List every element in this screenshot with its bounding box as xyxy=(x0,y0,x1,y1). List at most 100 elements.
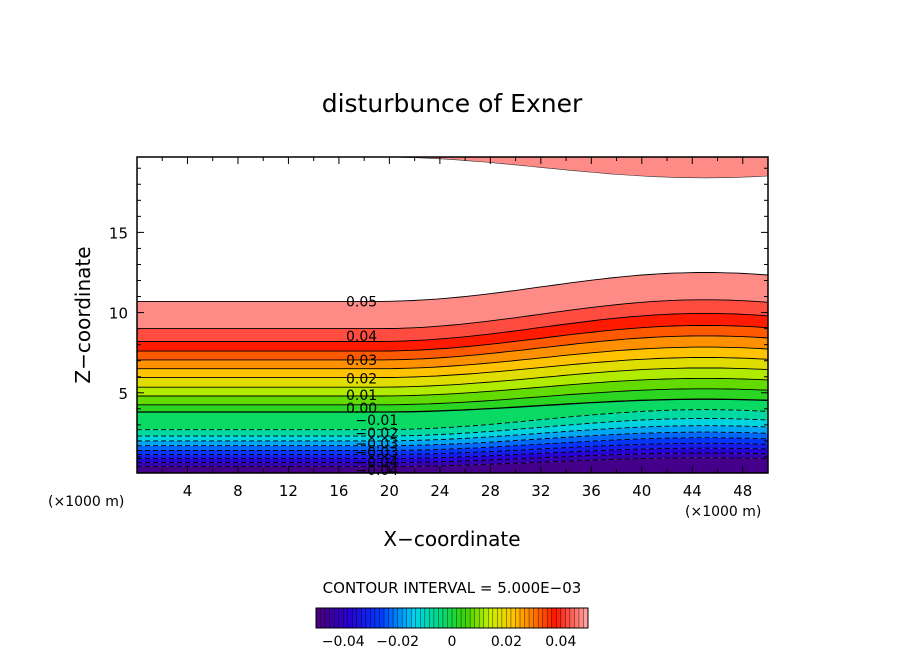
contour-band xyxy=(137,357,768,388)
contour-line xyxy=(137,357,768,379)
colorbar-cell xyxy=(442,608,448,628)
colorbar-cell xyxy=(338,608,344,628)
x-tick-label: 28 xyxy=(481,482,500,500)
colorbar-cell xyxy=(374,608,380,628)
colorbar-cell xyxy=(465,608,471,628)
colorbar-cell xyxy=(388,608,394,628)
contour-band xyxy=(137,443,768,459)
contour-line xyxy=(137,299,768,330)
x-unit-right: (×1000 m) xyxy=(685,504,761,520)
contour-label: 0.00 xyxy=(346,401,377,417)
colorbar-cell xyxy=(574,608,580,628)
contour-label: −0.01 xyxy=(355,413,398,429)
x-tick-label: 8 xyxy=(233,482,243,500)
colorbar-cell xyxy=(379,608,385,628)
contour-line xyxy=(137,398,768,413)
plot-area xyxy=(137,157,768,473)
colorbar-cell xyxy=(411,608,417,628)
colorbar-cell xyxy=(565,608,571,628)
contour-line xyxy=(137,312,768,342)
colorbar-cell xyxy=(438,608,444,628)
x-axis-label: X−coordinate xyxy=(383,527,520,551)
x-tick-label: 16 xyxy=(329,482,348,500)
colorbar-cell xyxy=(497,608,503,628)
contour-label: 0.01 xyxy=(346,388,377,404)
x-tick-label: 20 xyxy=(380,482,399,500)
contour-label: −0.04 xyxy=(355,463,398,479)
colorbar-cell xyxy=(320,608,326,628)
colorbar-cell xyxy=(470,608,475,628)
contour-label: −0.03 xyxy=(355,445,398,461)
colorbar-cell xyxy=(492,608,498,628)
contour-line xyxy=(137,367,768,388)
contour-band-top xyxy=(137,157,768,178)
colorbar-cell xyxy=(551,608,557,628)
contour-label: −0.03 xyxy=(355,436,398,452)
contour-band xyxy=(137,347,768,378)
colorbar-cell xyxy=(456,608,462,628)
contour-band xyxy=(137,399,768,430)
colorbar-tick-label: 0.02 xyxy=(491,634,522,650)
contour-labels: 0.050.040.030.020.010.00−0.01−0.02−0.03−… xyxy=(346,294,398,478)
colorbar-cell xyxy=(578,608,584,628)
contour-line xyxy=(137,442,768,456)
colorbar-cell xyxy=(529,608,534,628)
x-tick-label: 48 xyxy=(733,482,752,500)
x-tick-label: 44 xyxy=(683,482,702,500)
colorbar-cell xyxy=(506,608,512,628)
colorbar-cell xyxy=(316,608,321,628)
contour-band xyxy=(137,335,768,369)
contour-band xyxy=(137,378,768,405)
x-tick-label: 4 xyxy=(183,482,193,500)
contour-interval-note: CONTOUR INTERVAL = 5.000E−03 xyxy=(323,579,582,597)
colorbar-cell xyxy=(483,608,489,628)
contour-label: −0.02 xyxy=(355,426,398,442)
contour-line xyxy=(137,388,768,406)
colorbar-cell xyxy=(402,608,407,628)
colorbar-cell xyxy=(520,608,525,628)
colorbar-cell xyxy=(433,608,439,628)
colorbar-cell xyxy=(479,608,485,628)
contour-line xyxy=(137,437,768,451)
plot-frame xyxy=(136,156,769,474)
colorbar-cell xyxy=(452,608,457,628)
colorbar-cell xyxy=(365,608,371,628)
contour-band xyxy=(137,425,768,446)
contour-band xyxy=(137,367,768,396)
chart-title: disturbunce of Exner xyxy=(322,89,583,118)
contour-band xyxy=(137,432,768,451)
y-tick-label: 5 xyxy=(118,385,128,403)
colorbar-cell xyxy=(406,608,412,628)
colorbar-cell xyxy=(533,608,539,628)
y-tick-label: 10 xyxy=(109,305,128,323)
contour-line xyxy=(137,418,768,437)
contour-line xyxy=(137,457,768,468)
contour-line xyxy=(137,272,768,302)
contour-label: −0.04 xyxy=(355,455,398,471)
contour-band xyxy=(137,448,768,463)
colorbar-cell xyxy=(569,608,575,628)
y-axis-label: Z−coordinate xyxy=(71,246,95,383)
contour-label: 0.04 xyxy=(346,329,377,345)
colorbar-tick-label: 0 xyxy=(448,634,457,650)
colorbar-cell xyxy=(560,608,566,628)
contour-line xyxy=(137,377,768,397)
contour-band xyxy=(137,409,768,437)
colorbar-cell xyxy=(325,608,330,628)
contour-line xyxy=(137,346,768,370)
contour-line xyxy=(137,409,768,431)
colorbar-cell xyxy=(384,608,389,628)
colorbar-cell xyxy=(393,608,398,628)
x-tick-label: 32 xyxy=(531,482,550,500)
colorbar-cell xyxy=(343,608,349,628)
colorbar-cell xyxy=(501,608,507,628)
colorbar-cell xyxy=(538,608,543,628)
contour-band-bottom xyxy=(137,457,768,473)
colorbar-cell xyxy=(397,608,403,628)
contour-line xyxy=(137,425,768,442)
contour-line xyxy=(137,335,768,361)
colorbar-cell xyxy=(488,608,494,628)
y-tick-label: 15 xyxy=(109,224,128,242)
colorbar-cell xyxy=(329,608,335,628)
